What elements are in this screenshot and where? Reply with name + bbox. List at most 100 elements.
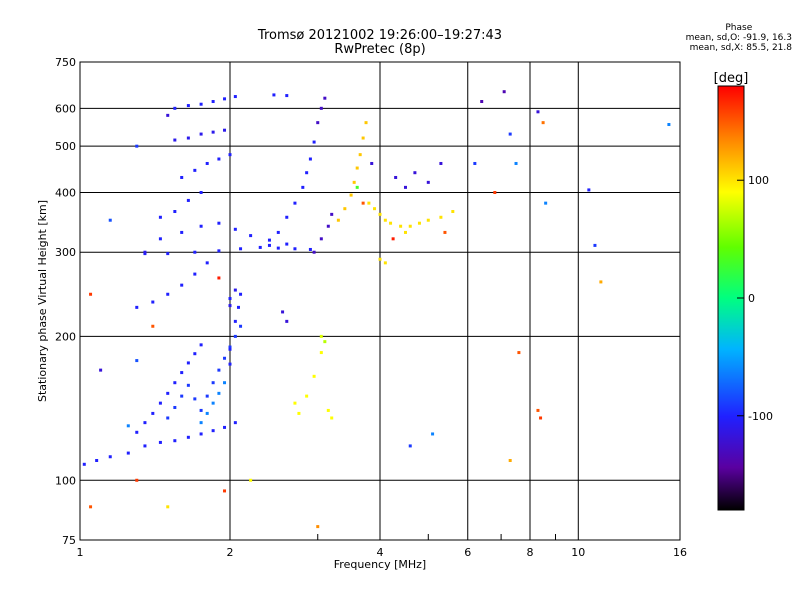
data-point (173, 405, 177, 409)
data-point (89, 505, 93, 509)
data-point (151, 411, 155, 415)
data-point (199, 190, 203, 194)
data-point (593, 243, 597, 247)
data-point (364, 121, 368, 125)
x-axis-label: Frequency [MHz] (334, 558, 426, 571)
data-point (158, 401, 162, 405)
data-point (82, 462, 86, 466)
data-point (312, 374, 316, 378)
data-point (166, 113, 170, 117)
data-point (217, 249, 221, 253)
y-tick-label: 200 (55, 330, 76, 343)
data-point (180, 283, 184, 287)
data-point (239, 247, 243, 251)
data-point (326, 408, 330, 412)
data-point (217, 368, 221, 372)
data-point (439, 161, 443, 165)
data-point (135, 359, 139, 363)
data-point (199, 408, 203, 412)
data-point (343, 207, 347, 211)
data-point (217, 391, 221, 395)
data-point (473, 161, 477, 165)
x-tick-label: 6 (464, 546, 471, 559)
data-point (417, 221, 421, 225)
chart-title-line1: Tromsø 20121002 19:26:00–19:27:43 (257, 28, 503, 43)
data-point (305, 171, 309, 175)
data-point (267, 238, 271, 242)
data-point (389, 221, 393, 225)
colorbar-unit-label: [deg] (714, 71, 749, 86)
colorbar-ticks: 100 0 -100 (737, 174, 773, 423)
chart-title: Tromsø 20121002 19:26:00–19:27:43 RwPret… (80, 29, 680, 57)
data-point (413, 171, 417, 175)
data-point (186, 383, 190, 387)
data-point (361, 136, 365, 140)
phase-line-o: mean, sd,O: -91.9, 16.3 (685, 33, 792, 43)
data-point (217, 221, 221, 225)
data-point (394, 175, 398, 179)
data-point (228, 347, 232, 351)
data-point (276, 246, 280, 250)
data-point (166, 416, 170, 420)
data-point (211, 381, 215, 385)
data-point (480, 100, 484, 104)
data-point (205, 161, 209, 165)
data-point (370, 161, 374, 165)
plot-frame (79, 61, 681, 541)
data-point (199, 132, 203, 136)
data-point (211, 429, 215, 433)
x-axis: 1 2 4 6 8 10 16 (77, 534, 687, 559)
data-point (205, 261, 209, 265)
x-tick-label: 10 (571, 546, 585, 559)
data-point (173, 381, 177, 385)
data-point (211, 100, 215, 104)
data-point (336, 218, 340, 222)
data-point (126, 424, 130, 428)
data-point (211, 401, 215, 405)
data-point (319, 334, 323, 338)
data-point (217, 276, 221, 280)
data-point (323, 96, 327, 100)
data-point (539, 416, 543, 420)
data-point (135, 478, 139, 482)
data-point (439, 215, 443, 219)
y-tick-label: 100 (55, 474, 76, 487)
data-point (258, 245, 262, 249)
data-point (228, 297, 232, 301)
data-point (186, 104, 190, 108)
data-point (281, 310, 285, 314)
data-point (249, 478, 253, 482)
data-point (211, 130, 215, 134)
data-point (233, 334, 237, 338)
data-point (180, 394, 184, 398)
data-point (293, 247, 297, 251)
data-point (316, 121, 320, 125)
data-point (249, 234, 253, 238)
data-point (233, 227, 237, 231)
data-point (285, 215, 289, 219)
data-point (349, 193, 353, 197)
data-point (587, 188, 591, 192)
y-tick-label: 400 (55, 186, 76, 199)
x-tick-label: 4 (377, 546, 384, 559)
x-tick-label: 1 (77, 546, 84, 559)
data-point (367, 201, 371, 205)
data-point (199, 224, 203, 228)
colorbar-tick-label: -100 (748, 410, 773, 423)
data-point (223, 489, 227, 493)
data-point (223, 425, 227, 429)
data-point (166, 252, 170, 256)
data-point (158, 440, 162, 444)
data-point (233, 319, 237, 323)
data-point (599, 280, 603, 284)
data-point (108, 218, 112, 222)
data-point (193, 352, 197, 356)
data-point (239, 292, 243, 296)
data-point (143, 444, 147, 448)
data-point (355, 185, 359, 189)
data-points (82, 90, 671, 529)
data-point (223, 381, 227, 385)
data-point (508, 458, 512, 462)
data-point (514, 161, 518, 165)
